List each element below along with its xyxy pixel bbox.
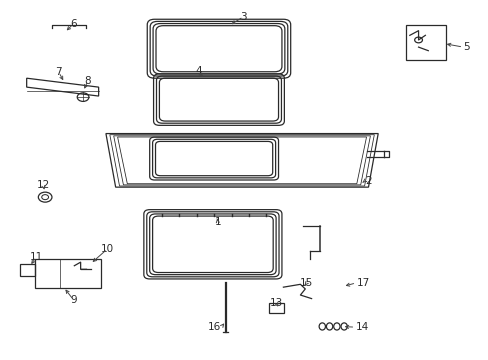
Text: 10: 10 bbox=[101, 244, 114, 254]
Text: 17: 17 bbox=[356, 278, 369, 288]
Text: 14: 14 bbox=[355, 322, 368, 332]
Text: 1: 1 bbox=[214, 217, 221, 227]
Text: 6: 6 bbox=[70, 19, 77, 29]
Text: 12: 12 bbox=[37, 180, 50, 190]
Text: 7: 7 bbox=[55, 67, 62, 77]
Text: 3: 3 bbox=[240, 12, 246, 22]
Bar bbox=[268, 303, 284, 313]
Text: 4: 4 bbox=[195, 66, 201, 76]
Text: 15: 15 bbox=[300, 278, 313, 288]
Text: 16: 16 bbox=[207, 322, 221, 332]
Text: 11: 11 bbox=[30, 252, 43, 262]
Bar bbox=[405, 24, 445, 60]
Text: 5: 5 bbox=[462, 42, 469, 52]
Text: 8: 8 bbox=[84, 76, 91, 86]
Text: 9: 9 bbox=[70, 295, 77, 305]
Bar bbox=[35, 258, 101, 288]
Bar bbox=[20, 264, 35, 276]
Text: 13: 13 bbox=[269, 297, 282, 307]
Text: 2: 2 bbox=[365, 176, 371, 186]
